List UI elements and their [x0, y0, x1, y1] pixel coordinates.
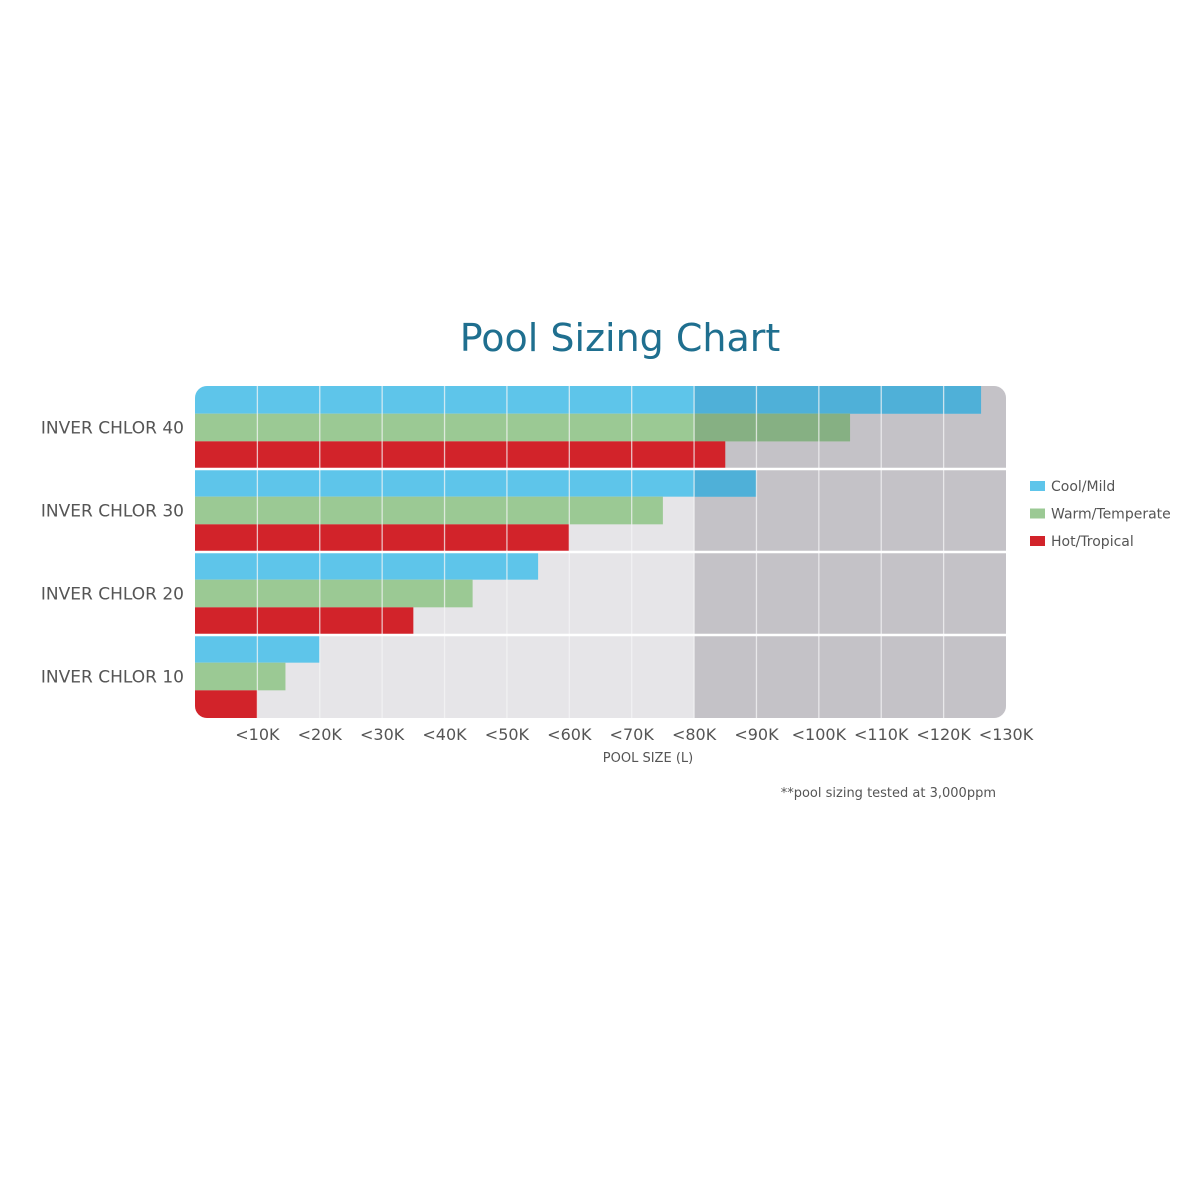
category-labels: INVER CHLOR 40 INVER CHLOR 30 INVER CHLOR …	[41, 419, 184, 688]
tick-label: <50K	[485, 725, 530, 744]
bar	[195, 552, 539, 580]
tick-label: <30K	[360, 725, 405, 744]
bar	[195, 441, 726, 469]
category-label: INVER CHLOR 30	[41, 502, 184, 522]
tick-label: <100K	[792, 725, 847, 744]
bar-overlap	[694, 413, 851, 442]
legend-swatch	[1030, 481, 1045, 491]
x-axis-label: POOL SIZE (L)	[603, 751, 693, 766]
category-label: INVER CHLOR 40	[41, 419, 184, 439]
tick-label: <90K	[734, 725, 779, 744]
tick-label: <40K	[422, 725, 467, 744]
bar	[195, 579, 473, 608]
bar-overlap	[694, 386, 982, 414]
tick-label: <60K	[547, 725, 592, 744]
tick-label: <130K	[979, 725, 1034, 744]
tick-label: <110K	[854, 725, 909, 744]
grid-lines	[195, 386, 1006, 718]
bar	[195, 690, 258, 718]
footnote: **pool sizing tested at 3,000ppm	[781, 786, 996, 801]
category-label: INVER CHLOR 20	[41, 585, 184, 605]
legend-label: Warm/Temperate	[1051, 507, 1171, 523]
bar-overlap	[694, 469, 757, 497]
bar	[195, 496, 663, 525]
bar	[195, 469, 757, 497]
category-label: INVER CHLOR 10	[41, 668, 184, 688]
tick-label: <10K	[235, 725, 280, 744]
tick-label: <80K	[672, 725, 717, 744]
legend: Cool/Mild Warm/Temperate Hot/Tropical	[1030, 479, 1171, 550]
bar	[195, 662, 286, 691]
legend-swatch	[1030, 536, 1045, 546]
legend-label: Cool/Mild	[1051, 479, 1115, 495]
bar-group	[195, 386, 982, 718]
bar	[195, 607, 414, 635]
legend-label: Hot/Tropical	[1051, 534, 1134, 550]
legend-swatch	[1030, 508, 1045, 519]
chart-title: Pool Sizing Chart	[460, 316, 781, 360]
tick-label: <20K	[298, 725, 343, 744]
tick-label: <120K	[916, 725, 971, 744]
x-tick-labels: <10K <20K <30K <40K <50K <60K <70K <80K <90K <100…	[235, 725, 1033, 744]
tick-label: <70K	[610, 725, 655, 744]
